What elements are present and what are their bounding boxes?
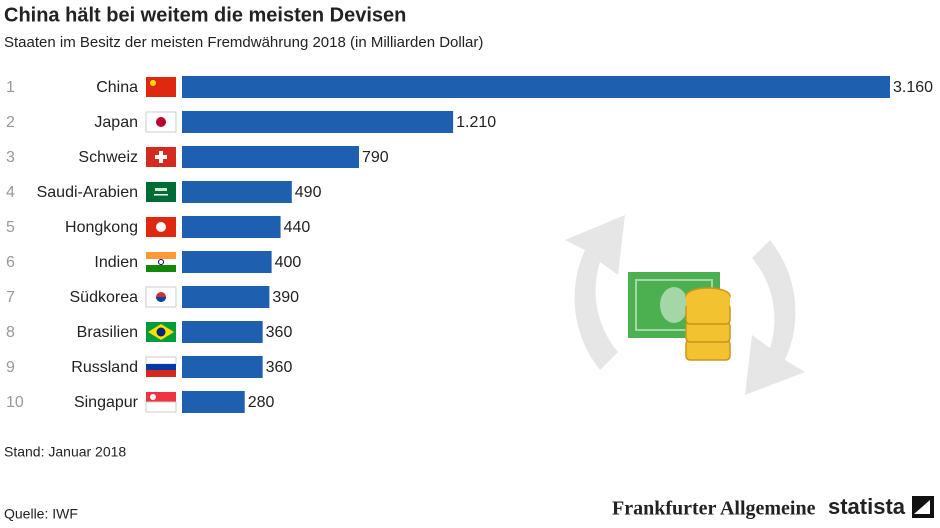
flag [146, 182, 176, 202]
flag [155, 188, 167, 191]
rank-label: 6 [6, 254, 15, 271]
rank-label: 7 [6, 289, 15, 306]
flag-icon [146, 147, 176, 167]
flag [145, 401, 177, 413]
category-label: China [96, 79, 138, 96]
value-label: 790 [362, 149, 389, 166]
category-label: Saudi-Arabien [37, 184, 138, 201]
flag-icon [146, 217, 176, 237]
rank-label: 8 [6, 324, 15, 341]
flag [150, 394, 156, 400]
publisher-logo: Frankfurter Allgemeine [612, 498, 816, 520]
category-label: Russland [71, 359, 138, 376]
category-label: Japan [94, 114, 138, 131]
flag-icon [145, 392, 177, 413]
category-label: Südkorea [70, 289, 139, 306]
illustration [565, 215, 805, 395]
brand-icon [912, 496, 934, 518]
brand-logo: statista [828, 494, 906, 519]
bar [182, 76, 890, 98]
bar [182, 146, 359, 168]
flag-icon [145, 111, 177, 133]
rank-label: 9 [6, 359, 15, 376]
flag [145, 356, 177, 365]
flag [158, 259, 164, 265]
value-label: 360 [266, 324, 293, 341]
flag [156, 327, 166, 337]
rank-label: 3 [6, 149, 15, 166]
chart-title: China hält bei weitem die meisten Devise… [4, 4, 406, 26]
flag [146, 252, 176, 259]
bar [182, 181, 292, 203]
flag [146, 370, 176, 377]
category-label: Hongkong [65, 219, 138, 236]
flag [150, 80, 156, 86]
flag-icon [146, 322, 176, 342]
flag [155, 151, 167, 163]
category-label: Schweiz [78, 149, 138, 166]
category-label: Indien [94, 254, 138, 271]
rank-label: 10 [6, 394, 24, 411]
flag [156, 222, 166, 232]
value-label: 390 [272, 289, 299, 306]
flag-icon [146, 182, 176, 202]
bar [182, 216, 281, 238]
flag [146, 392, 176, 402]
bar [182, 356, 263, 378]
flag-icon [145, 356, 177, 377]
value-label: 440 [284, 219, 311, 236]
flag [146, 77, 176, 97]
flag [156, 117, 166, 127]
bar [182, 111, 454, 133]
chart-subtitle: Staaten im Besitz der meisten Fremdwähru… [4, 34, 483, 51]
value-label: 400 [275, 254, 302, 271]
rank-label: 2 [6, 114, 15, 131]
rank-label: 1 [6, 79, 15, 96]
category-label: Brasilien [77, 324, 138, 341]
flag [156, 297, 166, 302]
bar [182, 391, 245, 413]
rank-label: 4 [6, 184, 15, 201]
bar [182, 251, 272, 273]
bar [182, 321, 263, 343]
value-label: 3.160 [893, 79, 933, 96]
category-label: Singapur [74, 394, 139, 411]
note: Stand: Januar 2018 [4, 444, 126, 460]
bar [182, 286, 270, 308]
value-label: 490 [295, 184, 322, 201]
flag-icon [145, 286, 177, 308]
flag [146, 259, 176, 265]
flag-icon [146, 252, 176, 272]
value-label: 280 [248, 394, 275, 411]
source: Quelle: IWF [4, 506, 78, 522]
flag [146, 364, 176, 370]
value-label: 1.210 [456, 114, 496, 131]
value-label: 360 [266, 359, 293, 376]
flag-icon [146, 77, 176, 97]
flag [154, 194, 168, 196]
flag [146, 265, 176, 272]
rank-label: 5 [6, 219, 15, 236]
